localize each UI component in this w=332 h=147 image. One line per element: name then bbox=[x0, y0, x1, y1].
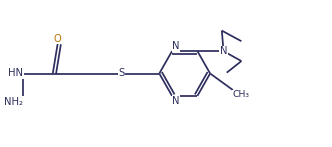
Text: CH₃: CH₃ bbox=[233, 90, 250, 99]
Text: O: O bbox=[54, 34, 61, 44]
Text: N: N bbox=[172, 96, 180, 106]
Text: N: N bbox=[172, 41, 180, 51]
Text: S: S bbox=[118, 69, 124, 78]
Text: N: N bbox=[220, 46, 227, 56]
Text: NH₂: NH₂ bbox=[4, 97, 24, 107]
Text: HN: HN bbox=[8, 69, 24, 78]
